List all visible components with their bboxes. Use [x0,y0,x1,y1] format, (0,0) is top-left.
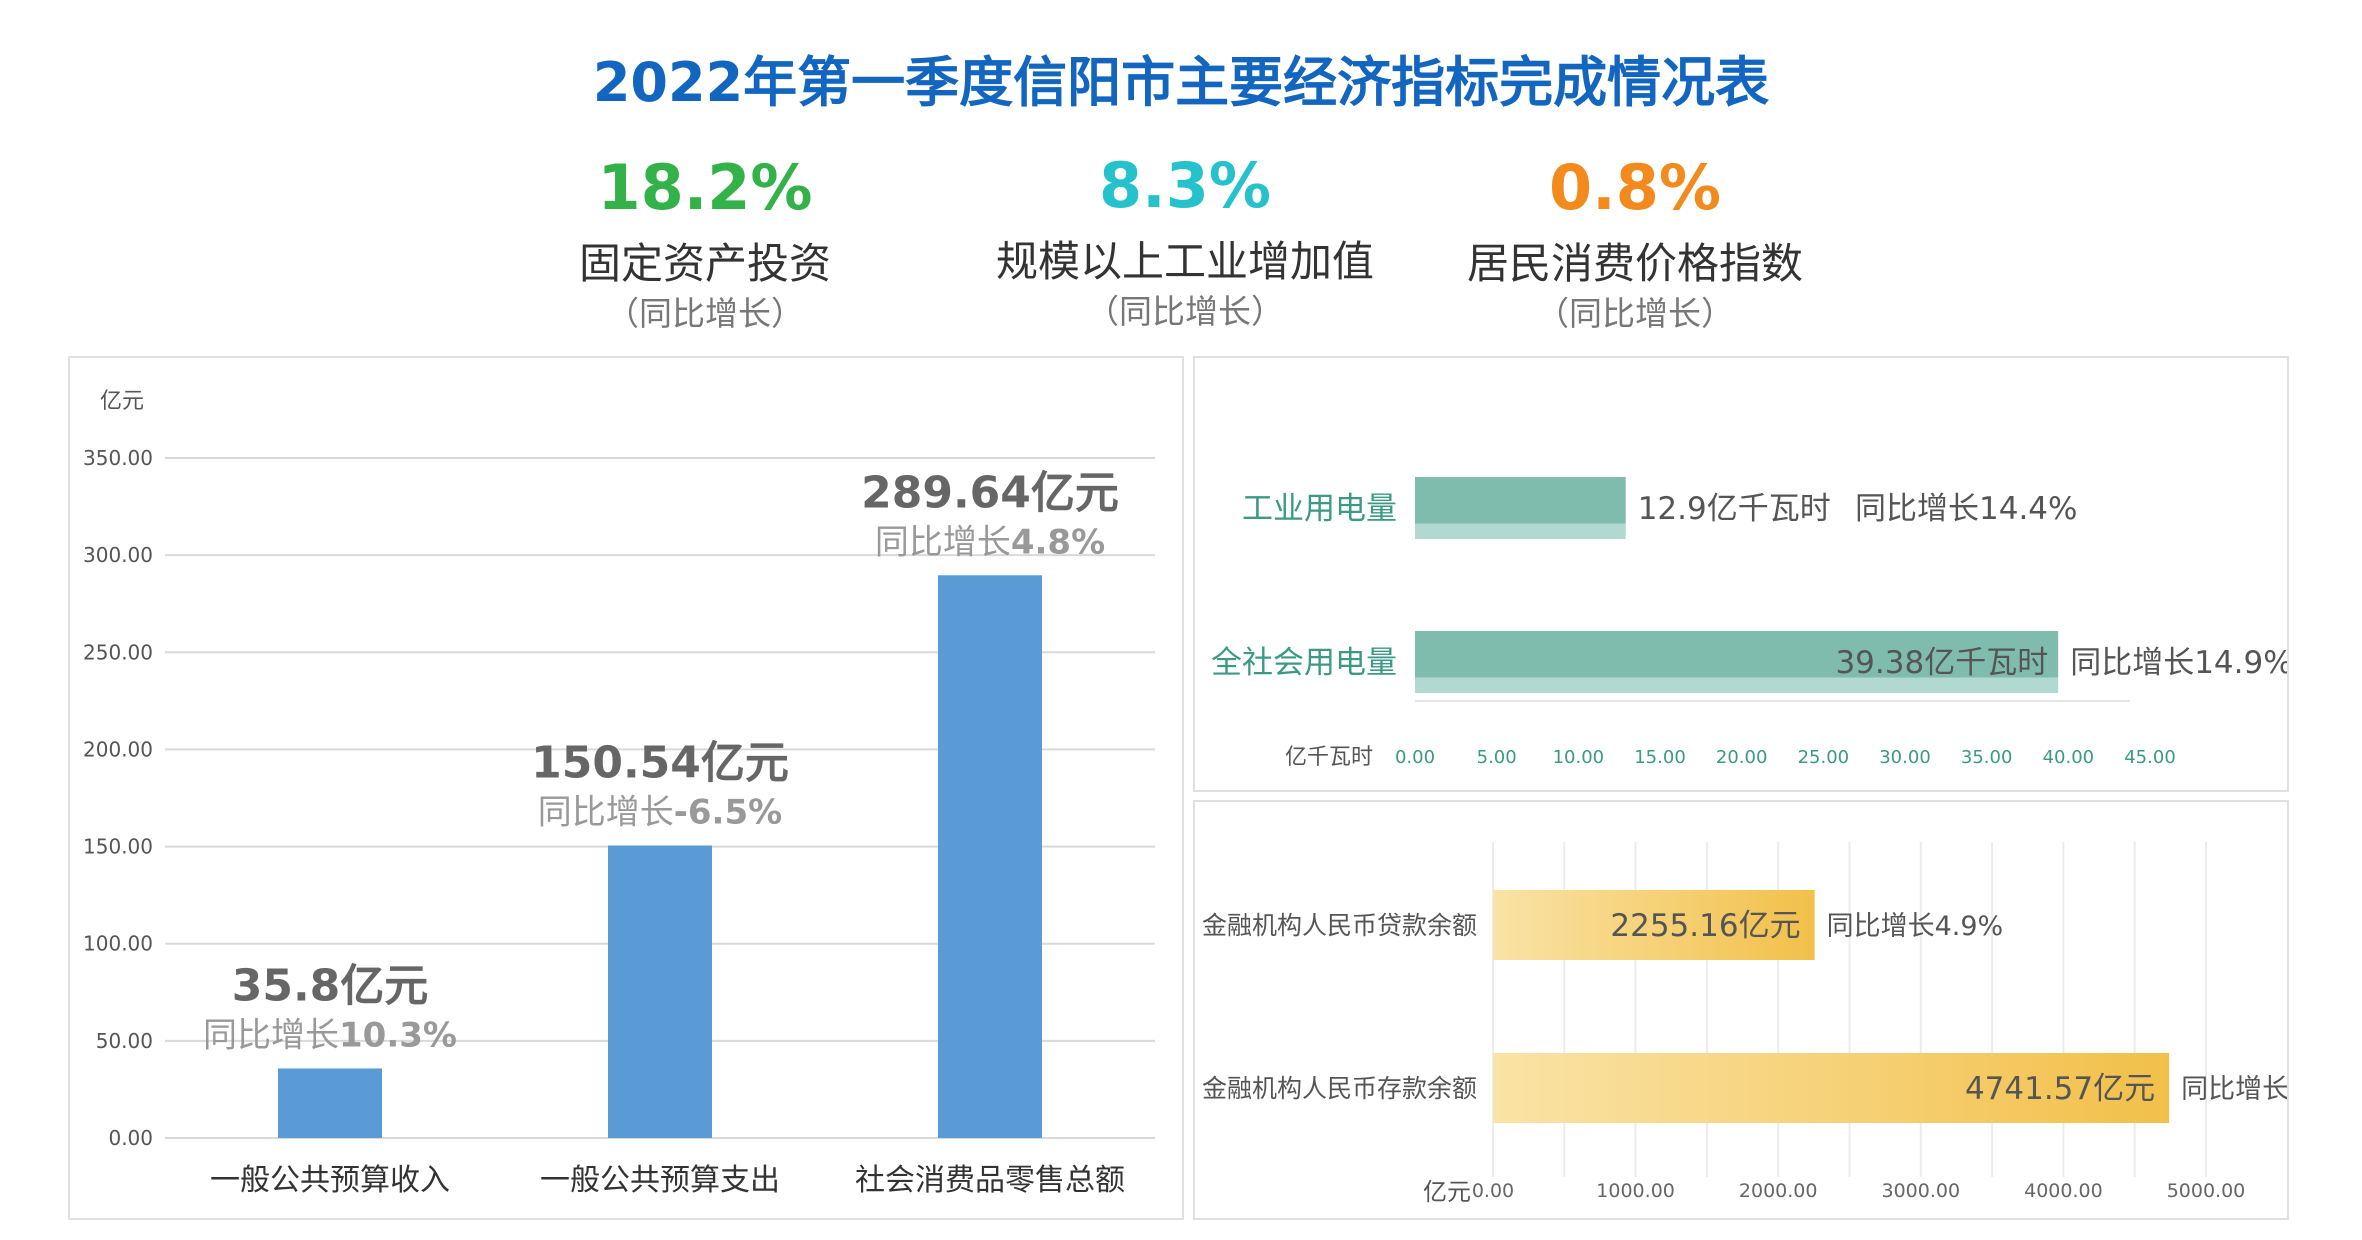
kpi-sub: （同比增长） [606,294,804,333]
data-label: 150.54亿元 [531,738,789,789]
y-tick-label: 50.00 [96,1029,153,1053]
bar [608,845,712,1138]
growth-label: 同比增长4.9% [1827,911,2004,942]
bar [1493,1053,2170,1123]
kpi-label: 规模以上工业增加值 [995,237,1374,286]
x-tick-label: 2000.00 [1739,1180,1818,1202]
bar [278,1068,382,1138]
x-tick-label: 10.00 [1553,747,1605,768]
growth-label: 同比增长4.8% [875,522,1105,562]
bar [1493,890,1815,960]
x-tick-label: 1000.00 [1596,1180,1675,1202]
y-tick-label: 150.00 [83,835,153,859]
kpi-label: 居民消费价格指数 [1466,239,1803,288]
category-label: 金融机构人民币贷款余额 [1202,911,1477,940]
data-label: 4741.57亿元 [1965,1071,2155,1107]
y-tick-label: 0.00 [108,1126,153,1150]
x-tick-label: 0.00 [1472,1180,1514,1202]
y-axis-label: 亿元 [100,389,144,414]
bar [1415,477,1626,539]
category-label: 全社会用电量 [1211,645,1397,681]
fiscal-retail-chart-panel: 亿元 0.00 50.00 100.00 150.00 200.00 250.00 300.0… [68,356,1184,1220]
x-tick-label: 35.00 [1961,747,2013,768]
kpi-sub: （同比增长） [1536,294,1734,333]
bar [938,575,1042,1138]
x-tick-label: 一般公共预算支出 [540,1163,780,1198]
bar [1415,631,2059,693]
x-axis-label: 亿元 [1423,1178,1471,1206]
x-tick-label: 4000.00 [2024,1180,2103,1202]
kpi-value: 18.2% [597,151,813,224]
kpi-consumer-price-index: 0.8% 居民消费价格指数 （同比增长） [1405,150,1865,336]
growth-label: 同比增长14.4% [1855,491,2077,527]
fiscal-retail-bar-chart: 亿元 0.00 50.00 100.00 150.00 200.00 250.00 300.0… [83,389,1155,1198]
category-label: 工业用电量 [1242,491,1397,527]
x-tick-label: 社会消费品零售总额 [855,1163,1125,1198]
electricity-chart-panel: 工业用电量 12.9亿千瓦时 同比增长14.4% 全社会用电量 39.38亿千瓦时 同比增… [1193,356,2293,792]
x-tick-label: 20.00 [1716,747,1768,768]
growth-prefix: 同比增长 [203,1015,339,1055]
y-tick-label: 300.00 [83,543,153,567]
growth-prefix: 同比增长 [875,522,1011,562]
kpi-value: 0.8% [1549,151,1721,224]
category-label: 金融机构人民币存款余额 [1202,1074,1477,1103]
data-label: 2255.16亿元 [1610,908,1800,944]
data-label: 39.38亿千瓦时 [1835,645,2048,681]
y-tick-label: 350.00 [83,446,153,470]
growth-value: 4.8% [1011,522,1105,562]
x-tick-label: 30.00 [1879,747,1931,768]
page-title: 2022年第一季度信阳市主要经济指标完成情况表 [592,51,1770,114]
x-tick-label: 5.00 [1477,747,1517,768]
x-axis-label: 亿千瓦时 [1285,745,1373,770]
x-tick-label: 25.00 [1798,747,1850,768]
growth-value: -6.5% [674,793,782,833]
y-tick-label: 200.00 [83,737,153,761]
x-tick-label: 一般公共预算收入 [210,1163,450,1198]
loans-deposits-bar-chart: 金融机构人民币贷款余额 2255.16亿元 同比增长4.9% 金融机构人民币存款余额 4… [1202,842,2362,1206]
loans-deposits-chart-panel: 金融机构人民币贷款余额 2255.16亿元 同比增长4.9% 金融机构人民币存款余额 4… [1193,800,2362,1220]
electricity-bar-chart: 工业用电量 12.9亿千瓦时 同比增长14.4% 全社会用电量 39.38亿千瓦时 同比增… [1211,477,2293,770]
kpi-fixed-asset-investment: 18.2% 固定资产投资 （同比增长） [475,150,935,336]
growth-label: 同比增长11.5% [2181,1074,2287,1105]
data-label: 12.9亿千瓦时 [1638,491,1831,527]
data-label: 35.8亿元 [232,960,429,1011]
x-tick-label: 45.00 [2124,747,2176,768]
growth-label: 同比增长10.3% [203,1015,457,1055]
kpi-industrial-added-value: 8.3% 规模以上工业增加值 （同比增长） [955,148,1415,334]
growth-value: 10.3% [339,1015,457,1055]
growth-label: 同比增长14.9% [2070,645,2287,681]
x-tick-label: 3000.00 [1882,1180,1961,1202]
y-tick-label: 100.00 [83,932,153,956]
growth-label: 同比增长-6.5% [538,793,782,833]
kpi-sub: （同比增长） [1086,292,1284,331]
x-tick-label: 0.00 [1395,747,1435,768]
kpi-value: 8.3% [1099,149,1271,222]
y-tick-label: 250.00 [83,640,153,664]
kpi-label: 固定资产投资 [578,239,831,288]
x-tick-label: 40.00 [2043,747,2095,768]
x-tick-label: 5000.00 [2167,1180,2246,1202]
growth-prefix: 同比增长 [538,793,674,833]
data-label: 289.64亿元 [861,467,1119,518]
x-tick-label: 15.00 [1634,747,1686,768]
